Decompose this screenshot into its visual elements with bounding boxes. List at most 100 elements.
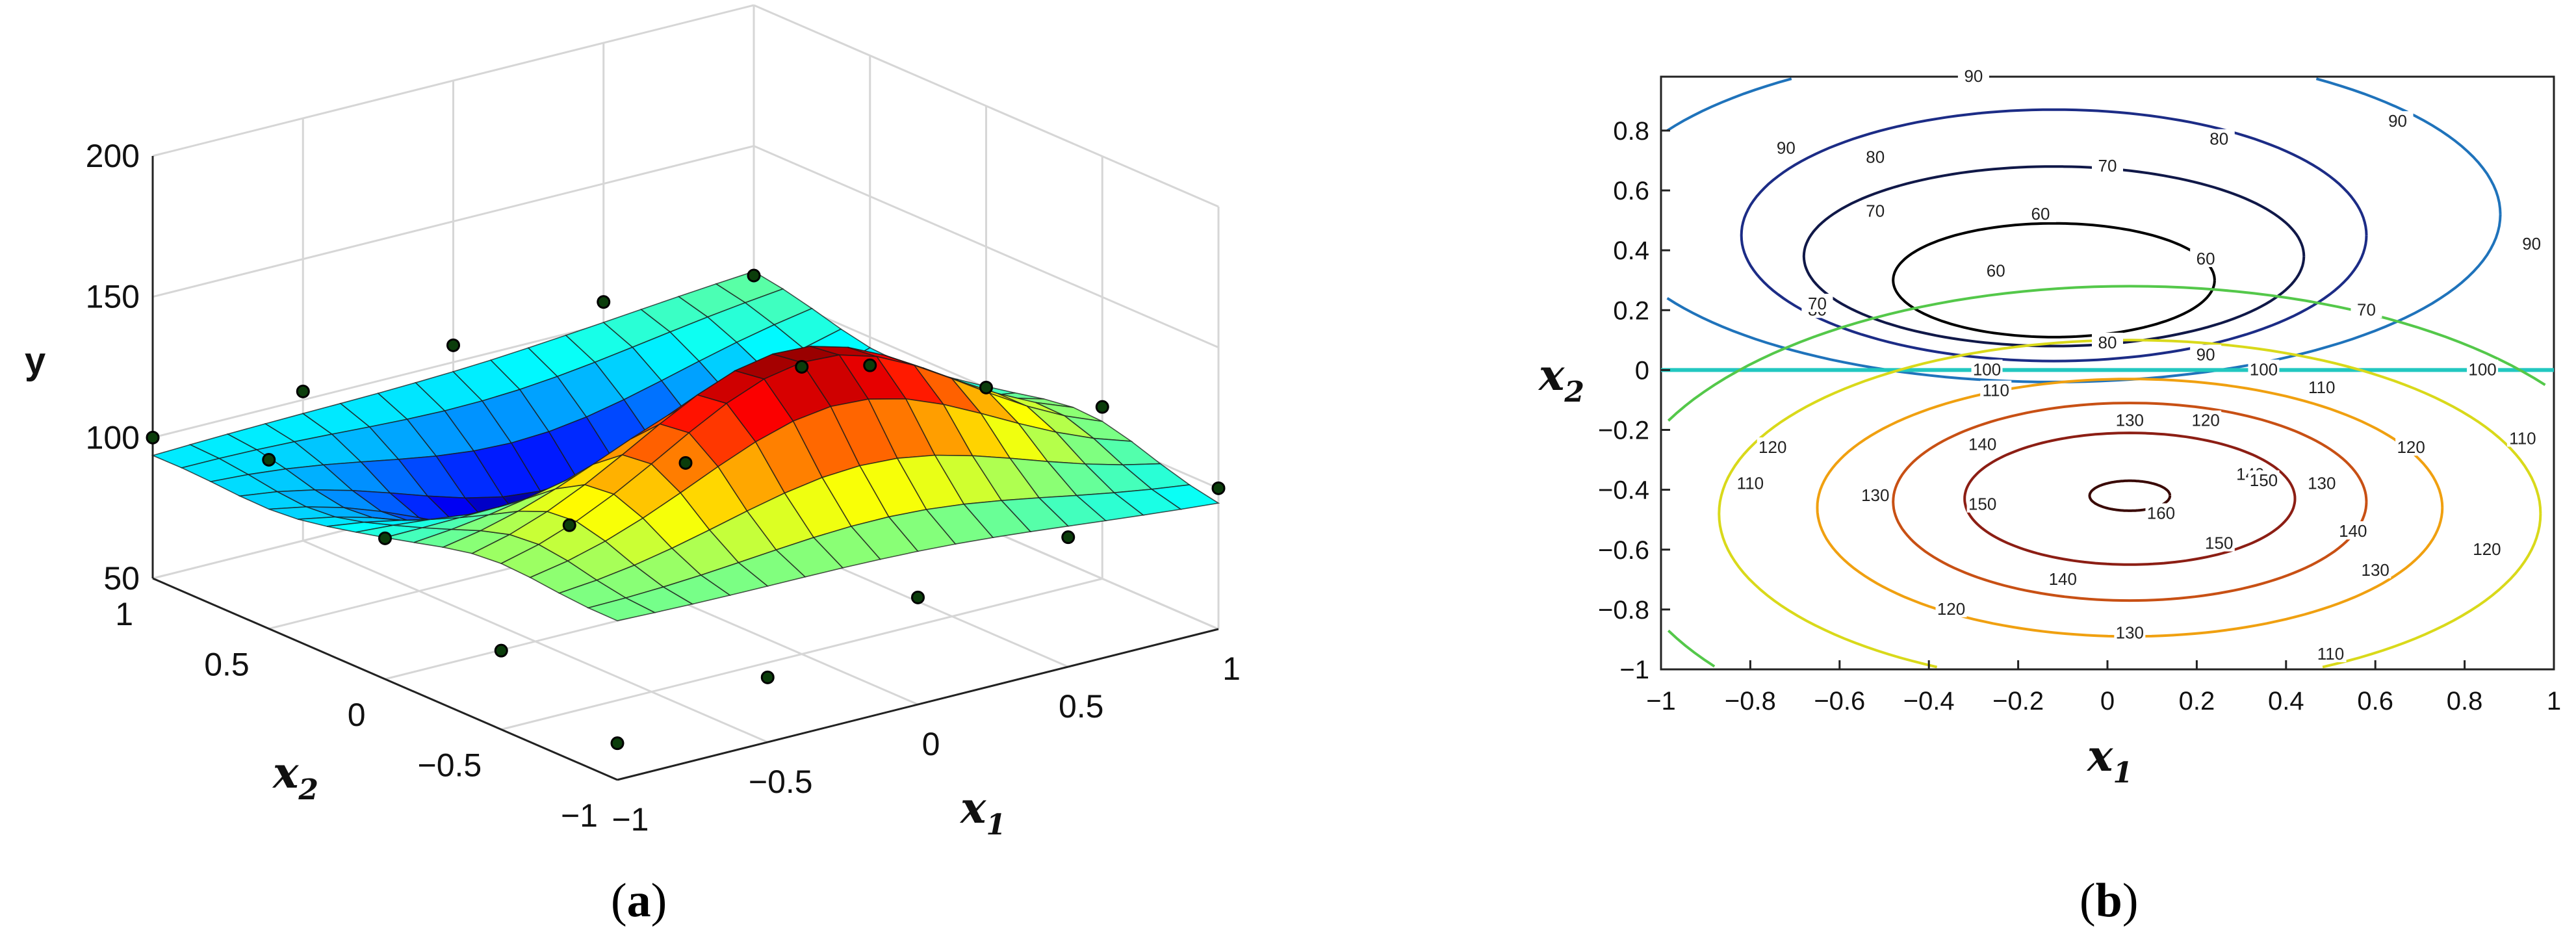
contour-label: 150 (2250, 470, 2278, 490)
x1-tick-label: 0 (922, 726, 940, 762)
contour-label: 70 (1808, 294, 1827, 313)
surface-plot: 50 100 150 200 −1 −0.5 0 0.5 1 −1 −0.5 0 0.5 1 y x2 x… (25, 4, 1241, 842)
contour-label-bg (1957, 66, 1989, 84)
contour-label: 100 (1973, 359, 2001, 379)
contour-label: 70 (2098, 156, 2117, 175)
contour-label-bg (2190, 410, 2222, 429)
contour-line-130 (1816, 378, 2444, 638)
contour-label-bg (1971, 359, 2003, 378)
x-tick-label: 0.2 (2179, 687, 2215, 715)
contour-line-120 (2322, 513, 2542, 669)
caption-a: (a) (611, 874, 667, 927)
design-point (760, 670, 775, 684)
design-point (610, 736, 625, 751)
contour-line-90 (2315, 77, 2502, 215)
contour-label-bg (1757, 437, 1788, 456)
contour-label: 140 (2339, 521, 2367, 541)
design-point (1095, 400, 1109, 414)
contour-line-90 (1666, 77, 1792, 132)
y-tick-label: 0.4 (1613, 237, 1649, 265)
contour-label-bg (2382, 111, 2414, 130)
surface-cell (1150, 484, 1220, 510)
contour-plot: 9090909090808080807070707060606010010010… (1538, 66, 2561, 790)
design-point (678, 456, 693, 470)
contour-label-bg (1859, 201, 1891, 220)
x2-tick-label: 1 (115, 596, 133, 632)
surface-x2-axis-label: x2 (272, 747, 318, 806)
contour-label-bg (2203, 129, 2235, 148)
contour-label: 130 (2308, 473, 2336, 493)
contour-label: 140 (1968, 435, 1996, 454)
design-point (262, 453, 276, 467)
y-tick-label: −0.2 (1598, 417, 1649, 445)
contour-label-bg (2114, 623, 2146, 641)
x-tick-label: 1 (2547, 687, 2561, 715)
x-tick-label: −0.2 (1992, 687, 2044, 715)
grid-line (152, 4, 754, 157)
x2-tick-label: −0.5 (418, 747, 482, 784)
x1-tick-label: −1 (612, 801, 649, 838)
x2-tick-label: −1 (561, 797, 598, 834)
contour-label: 80 (1866, 147, 1885, 166)
contour-label-bg (2092, 156, 2123, 175)
contour-label-bg (2248, 470, 2280, 489)
contour-label: 110 (2509, 428, 2536, 448)
x-tick-label: 0.8 (2447, 687, 2483, 715)
design-point (1211, 481, 1226, 495)
contour-label: 70 (2357, 300, 2376, 319)
contour-label: 130 (1861, 485, 1889, 505)
y-tick-label: 0.8 (1613, 117, 1649, 146)
x-tick-label: −0.8 (1725, 687, 1776, 715)
x2-tick-label: 0 (348, 697, 366, 733)
contour-label: 90 (1777, 138, 1796, 158)
y-tick-label: 0 (1635, 356, 1649, 385)
contour-label-bg (2516, 233, 2547, 252)
contour-label: 100 (2250, 359, 2278, 379)
grid-line (152, 145, 754, 298)
contour-label-bg (2395, 437, 2427, 456)
z-tick-label: 50 (103, 560, 140, 597)
x1-tick-label: 1 (1222, 651, 1241, 687)
contour-label-bg (1801, 294, 1833, 313)
contour-line-70 (1802, 165, 2306, 348)
contour-label: 100 (2468, 359, 2496, 379)
contour-label-bg (2467, 359, 2499, 378)
contour-label: 120 (1937, 599, 1965, 619)
contour-label: 80 (2098, 333, 2117, 352)
contour-label-bg (2471, 539, 2503, 558)
contour-label: 120 (2397, 437, 2425, 457)
contour-line-110 (1667, 285, 2546, 422)
contour-label: 110 (1983, 381, 2009, 400)
grid-line (753, 4, 1219, 208)
contour-label-bg (1966, 494, 1998, 513)
contour-label-bg (2024, 203, 2056, 222)
x-tick-label: −1 (1646, 687, 1676, 715)
contour-label: 120 (2191, 411, 2219, 430)
contour-line-60 (1892, 222, 2216, 339)
surface-tick-labels: 50 100 150 200 −1 −0.5 0 0.5 1 −1 −0.5 0 0.5 1 (86, 138, 1241, 838)
contour-label-bg (2506, 428, 2538, 447)
grid-line (753, 145, 1219, 349)
contour-line-120 (1718, 339, 2542, 669)
design-point (795, 360, 809, 374)
design-point (296, 384, 310, 398)
caption-b: (b) (2080, 874, 2138, 927)
contour-label-bg (2114, 410, 2146, 429)
design-points (146, 268, 1226, 751)
contour-label-bg (2337, 521, 2369, 540)
contour-label: 120 (1758, 437, 1786, 457)
contour-label: 90 (1964, 66, 1983, 86)
design-point (747, 268, 761, 283)
contour-label-bg (2047, 569, 2079, 587)
y-tick-label: 0.6 (1613, 177, 1649, 205)
y-tick-label: −1 (1619, 656, 1649, 684)
surface-z-axis-label: y (25, 340, 45, 382)
contour-label-bg (2306, 473, 2338, 492)
x1-axis-line (617, 628, 1219, 781)
design-point (597, 295, 611, 309)
z-tick-label: 200 (86, 138, 140, 174)
surface-mesh (151, 270, 1220, 622)
x2-tick-label: 0.5 (204, 647, 250, 683)
design-point (911, 590, 925, 604)
